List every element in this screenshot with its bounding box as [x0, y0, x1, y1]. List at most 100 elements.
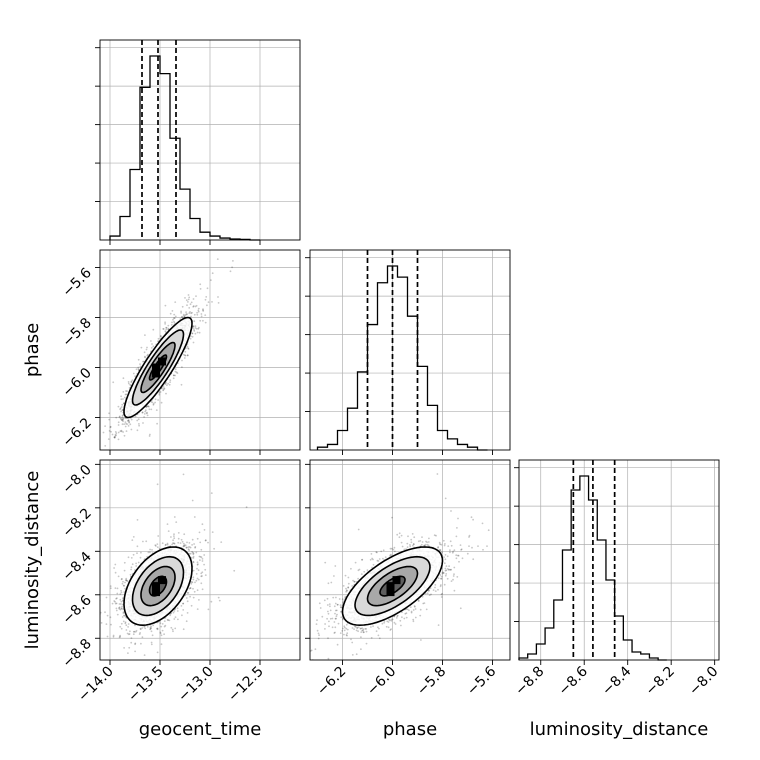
scatter-point [194, 332, 197, 335]
scatter-point [167, 382, 170, 385]
scatter-point [169, 379, 172, 382]
scatter-point [142, 360, 144, 363]
scatter-point [120, 418, 123, 421]
scatter-point [127, 419, 130, 422]
scatter-point [154, 398, 157, 401]
density-core-bin [158, 576, 166, 585]
scatter-point [160, 401, 163, 404]
scatter-point [139, 556, 142, 559]
scatter-point [181, 366, 183, 368]
scatter-point [126, 579, 128, 582]
x-tick-label: −12.5 [225, 664, 267, 706]
scatter-point [164, 323, 167, 325]
scatter-point [167, 324, 170, 327]
scatter-point [169, 614, 172, 617]
scatter-point [145, 412, 148, 415]
scatter-point [186, 345, 189, 348]
scatter-point [118, 415, 121, 418]
scatter-point [186, 304, 188, 307]
scatter-point [183, 314, 186, 317]
scatter-point [157, 337, 160, 340]
scatter-point [151, 343, 153, 345]
plot-layer: −6.2−6.0−5.8−5.6−14.0 −13.5 −13.0 −12.5−8.8… [22, 39, 721, 740]
scatter-point [124, 581, 126, 584]
scatter-point [171, 628, 174, 631]
scatter-point [148, 408, 151, 411]
scatter-point [148, 405, 150, 408]
scatter-point [160, 643, 163, 646]
contour-1.5-sigma [131, 555, 185, 617]
scatter-point [172, 377, 175, 380]
scatter-point [202, 309, 204, 312]
scatter-point [173, 618, 176, 620]
scatter-point [200, 548, 203, 551]
scatter-point [149, 626, 152, 629]
scatter-point [195, 551, 198, 554]
scatter-point [164, 382, 167, 385]
scatter-point [186, 313, 189, 316]
scatter-point [130, 637, 133, 639]
scatter-point [190, 315, 192, 318]
scatter-point [122, 612, 125, 614]
y-tick-label: −5.8 [59, 315, 94, 350]
scatter-point [122, 419, 124, 421]
scatter-point [186, 354, 189, 357]
panel-phase-vs-phase [305, 249, 511, 455]
scatter-point [185, 620, 188, 623]
scatter-point [189, 552, 192, 555]
scatter-point [165, 392, 167, 395]
scatter-point [137, 366, 140, 369]
scatter-point [185, 299, 188, 302]
scatter-point [192, 557, 195, 559]
scatter-point [186, 541, 188, 544]
scatter-point [126, 420, 129, 422]
scatter-point [119, 417, 122, 420]
scatter-point [144, 410, 147, 413]
scatter-point [162, 328, 165, 330]
scatter-point [127, 382, 130, 385]
scatter-point [146, 354, 149, 357]
scatter-point [176, 607, 179, 610]
scatter-point [129, 573, 132, 576]
scatter-point [191, 335, 194, 338]
scatter-point [136, 545, 139, 548]
scatter-point [161, 542, 164, 545]
scatter-point [173, 317, 176, 320]
scatter-point [114, 435, 117, 438]
scatter-point [136, 519, 139, 521]
scatter-point [130, 418, 133, 421]
scatter-point [135, 368, 138, 371]
scatter-point [123, 569, 126, 572]
scatter-point [143, 654, 146, 656]
scatter-point [122, 398, 124, 400]
contour-0.5-sigma [148, 354, 168, 381]
scatter-point [196, 313, 199, 316]
scatter-point [122, 418, 124, 420]
scatter-point [108, 412, 110, 415]
scatter-point [156, 627, 158, 630]
scatter-point [164, 543, 167, 546]
scatter-point [188, 307, 191, 309]
scatter-point [213, 547, 216, 550]
scatter-point [168, 383, 171, 386]
scatter-point [158, 393, 161, 396]
scatter-point [134, 650, 137, 653]
scatter-point [197, 310, 200, 313]
scatter-point [119, 593, 122, 595]
scatter-point [132, 372, 135, 375]
scatter-point [104, 445, 107, 447]
scatter-point [130, 380, 133, 383]
scatter-point [123, 614, 126, 617]
scatter-point [188, 542, 191, 544]
scatter-point [201, 575, 203, 577]
scatter-point [144, 334, 146, 336]
scatter-point [154, 544, 157, 547]
scatter-point [206, 287, 209, 290]
scatter-point [191, 332, 194, 335]
scatter-point [125, 422, 127, 425]
scatter-point [193, 320, 196, 323]
scatter-point [192, 596, 195, 599]
y-tick-label: −8.0 [59, 462, 94, 497]
scatter-point [119, 598, 122, 601]
scatter-point [187, 294, 190, 296]
